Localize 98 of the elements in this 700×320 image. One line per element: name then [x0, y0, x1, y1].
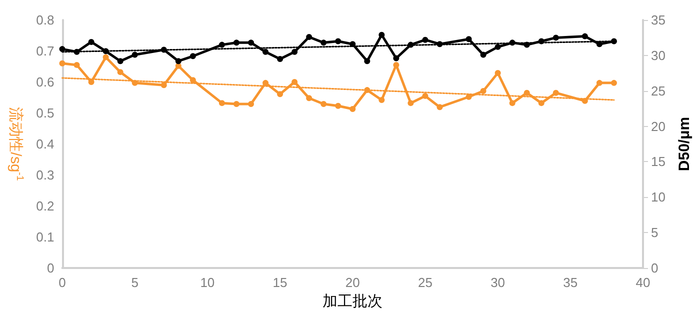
- point: [59, 46, 66, 52]
- point: [466, 36, 472, 42]
- point: [582, 33, 588, 40]
- point: [393, 55, 400, 62]
- y-tick-label: 0.7: [36, 44, 54, 58]
- y-tick-label: 0.8: [36, 12, 54, 28]
- point: [422, 36, 428, 43]
- point: [538, 38, 544, 44]
- point: [335, 102, 342, 109]
- y2-tick-label: 30: [651, 48, 666, 63]
- point: [218, 42, 225, 48]
- point: [350, 41, 356, 48]
- point: [277, 56, 284, 62]
- point: [494, 70, 501, 76]
- point: [509, 100, 516, 106]
- point: [436, 41, 443, 48]
- y-tick-label: 0.5: [36, 106, 54, 120]
- point: [378, 96, 385, 103]
- point: [190, 77, 196, 84]
- point: [335, 38, 342, 44]
- point: [364, 58, 370, 64]
- y-axis-title: 流动性/sg-1: [7, 107, 25, 181]
- y2-axis-title: D50/μm: [676, 116, 693, 172]
- point: [292, 79, 298, 85]
- point: [610, 38, 617, 44]
- point: [524, 42, 530, 48]
- point: [74, 62, 80, 68]
- point: [494, 44, 501, 50]
- point: [190, 53, 196, 60]
- point: [88, 79, 94, 85]
- point: [480, 88, 486, 94]
- y2-tick-label: 35: [651, 12, 666, 28]
- x-tick-label: 40: [636, 275, 650, 290]
- point: [132, 52, 138, 58]
- point: [582, 98, 588, 104]
- y-tick-label: 0.4: [36, 136, 54, 152]
- point: [160, 82, 167, 88]
- point: [248, 40, 254, 46]
- point: [102, 54, 109, 60]
- point: [552, 90, 559, 96]
- y2-tick-label: 25: [651, 83, 666, 98]
- point: [117, 69, 124, 76]
- point: [306, 95, 312, 102]
- y2-tick-label: 20: [651, 118, 666, 134]
- point: [436, 104, 443, 110]
- point: [277, 91, 284, 98]
- point: [596, 80, 602, 86]
- point: [422, 92, 428, 99]
- point: [74, 48, 80, 55]
- point: [292, 48, 298, 55]
- y-tick-label: 0.6: [36, 74, 54, 90]
- x-tick-label: 5: [131, 275, 138, 290]
- x-tick-label: 35: [563, 275, 578, 290]
- point: [132, 80, 138, 86]
- x-axis-title: 加工批次: [322, 292, 383, 310]
- point: [233, 40, 240, 46]
- point: [408, 100, 414, 106]
- point: [175, 58, 182, 64]
- point: [350, 106, 356, 112]
- point: [88, 38, 94, 45]
- point: [596, 41, 602, 48]
- point: [59, 60, 66, 66]
- y-tick-label: 0.3: [36, 168, 54, 182]
- point: [364, 87, 370, 94]
- point: [610, 80, 617, 86]
- y-tick-label: 0.1: [36, 230, 54, 244]
- x-tick-label: 25: [418, 275, 432, 290]
- point: [393, 62, 400, 68]
- point: [262, 80, 269, 86]
- y2-tick-label: 0: [651, 260, 658, 276]
- point: [218, 100, 225, 106]
- point: [538, 100, 544, 106]
- point: [524, 90, 530, 96]
- point: [248, 101, 254, 108]
- point: [408, 42, 414, 48]
- y2-tick-label: 5: [651, 225, 658, 240]
- point: [262, 48, 269, 55]
- y-tick-label: 0: [47, 260, 54, 276]
- x-tick-label: 15: [272, 275, 288, 290]
- point: [102, 48, 109, 54]
- point: [480, 52, 486, 58]
- x-tick-label: 20: [345, 275, 360, 290]
- point: [233, 101, 240, 108]
- x-tick-label: 30: [490, 275, 506, 290]
- y-tick-label: 0.2: [36, 198, 54, 214]
- point: [466, 94, 472, 100]
- point: [552, 34, 559, 41]
- point: [160, 46, 167, 53]
- point: [378, 32, 385, 38]
- point: [320, 101, 327, 108]
- point: [509, 40, 516, 46]
- x-tick-label: 0: [58, 275, 66, 290]
- x-tick-label: 10: [200, 275, 215, 290]
- y2-tick-label: 10: [651, 190, 666, 205]
- point: [320, 40, 327, 46]
- point: [306, 34, 312, 40]
- y2-tick-label: 15: [651, 154, 666, 170]
- point: [117, 58, 124, 64]
